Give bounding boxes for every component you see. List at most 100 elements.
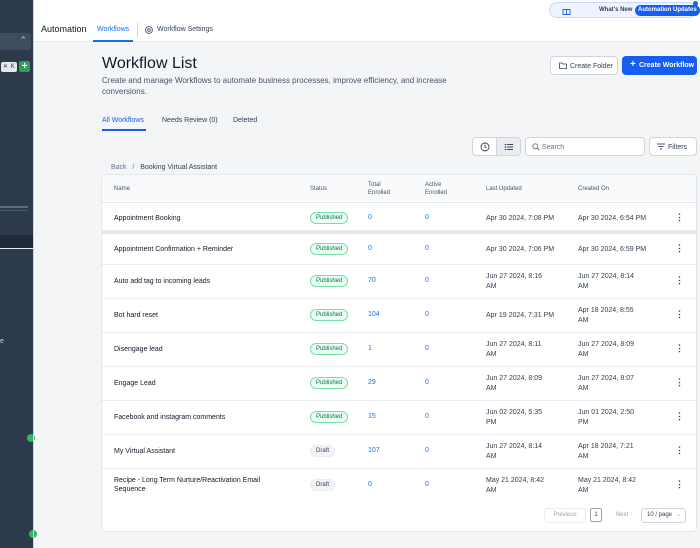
workflow-name[interactable]: Auto add tag to incoming leads [114,278,211,285]
total-enrolled[interactable]: 0 [368,245,372,252]
whats-new-banner[interactable]: What's New Automation Updates [549,1,700,18]
clock-icon [480,142,490,152]
table-row[interactable]: Disengage lead Published 1 0 Jun 27 2024… [102,333,696,367]
column-header-name[interactable]: Name [114,186,131,192]
page-title: Workflow List [102,55,197,72]
previous-page-button[interactable]: Previous [544,508,586,523]
total-enrolled[interactable]: 107 [368,447,380,454]
table-row[interactable]: Bot hard reset Published 104 0 Apr 19 20… [102,299,696,333]
breadcrumb-back[interactable]: Back [111,164,127,171]
active-enrolled[interactable]: 0 [425,277,429,284]
list-icon [504,143,513,151]
last-updated: May 21 2024, 8:42 AM [486,477,544,494]
breadcrumb-separator: / [132,164,135,171]
more-options-icon[interactable]: ⋮ [675,343,684,353]
sidebar-border [33,0,34,548]
total-enrolled[interactable]: 29 [368,379,376,386]
table-row[interactable]: Auto add tag to incoming leads Published… [102,265,696,299]
active-enrolled[interactable]: 0 [425,447,429,454]
tab-deleted[interactable]: Deleted [233,117,258,124]
created-on: Jun 27 2024, 8:14 AM [578,273,635,290]
table-row[interactable]: Recipe - Long Term Nurture/Reactivation … [102,469,696,503]
more-options-icon[interactable]: ⋮ [675,411,684,421]
total-enrolled[interactable]: 15 [368,413,376,420]
workflow-name[interactable]: Appointment Booking [114,215,181,222]
table-row[interactable]: Appointment Booking Published 0 0 Apr 30… [102,204,696,231]
column-header-status[interactable]: Status [310,186,328,192]
workflow-name[interactable]: Disengage lead [114,346,163,353]
row-divider [102,231,696,234]
search-input[interactable] [542,141,642,153]
total-enrolled[interactable]: 104 [368,311,380,318]
active-enrolled[interactable]: 0 [425,245,429,252]
more-options-icon[interactable]: ⋮ [675,309,684,319]
quick-add-button[interactable]: + [19,61,30,72]
more-options-icon[interactable]: ⋮ [675,479,684,489]
tab-needs-review[interactable]: Needs Review (0) [162,117,218,124]
total-enrolled[interactable]: 0 [368,481,372,488]
create-folder-button[interactable]: Create Folder [550,56,618,75]
location-switcher[interactable]: ⌃ [0,33,31,50]
more-options-icon[interactable]: ⋮ [675,377,684,387]
table-row[interactable]: Facebook and instagram comments Publishe… [102,401,696,435]
workflow-name[interactable]: My Virtual Assistant [114,448,175,455]
page-number-button[interactable]: 1 [590,508,602,522]
column-header-active-enrolled[interactable]: Active Enrolled [425,182,448,196]
total-enrolled[interactable]: 70 [368,277,376,284]
gear-icon[interactable] [144,25,154,35]
status-badge: Published [310,343,349,355]
top-bar: Automation Workflows Workflow Settings [34,0,700,42]
tab-all-workflows[interactable]: All Workflows [102,117,144,124]
column-header-last-updated[interactable]: Last Updated [486,186,522,192]
list-view-button[interactable] [497,138,520,155]
search-box [525,137,645,156]
status-badge: Published [310,212,349,224]
last-updated: Jun 27 2024, 8:09 AM [486,375,543,392]
last-updated: Apr 30 2024, 7:06 PM [486,246,555,253]
sidebar-divider [0,206,28,208]
app-title: Automation [41,24,87,34]
table-row[interactable]: Appointment Confirmation + Reminder Publ… [102,234,696,265]
active-enrolled[interactable]: 0 [425,413,429,420]
created-on: Apr 30 2024, 6:59 PM [578,246,647,253]
column-header-total-enrolled[interactable]: Total Enrolled [368,182,391,196]
history-view-button[interactable] [473,138,497,155]
workflow-name[interactable]: Appointment Confirmation + Reminder [114,246,234,253]
active-enrolled[interactable]: 0 [425,379,429,386]
table-row[interactable]: My Virtual Assistant Draft 107 0 Jun 27 … [102,435,696,469]
table-row[interactable]: Engage Lead Published 29 0 Jun 27 2024, … [102,367,696,401]
more-options-icon[interactable]: ⋮ [675,243,684,253]
command-k-shortcut[interactable]: ⌘ K [1,62,17,72]
created-on: May 21 2024, 8:42 AM [578,477,636,494]
workflow-name[interactable]: Engage Lead [114,380,156,387]
more-options-icon[interactable]: ⋮ [675,445,684,455]
workflow-name[interactable]: Facebook and instagram comments [114,414,226,421]
whats-new-label[interactable]: What's New [599,7,633,13]
create-workflow-button[interactable]: + Create Workflow [622,56,697,75]
column-header-created-on[interactable]: Created On [578,186,610,192]
page-size-select[interactable]: 10 / page ⌄ [641,508,686,523]
last-updated: Jun 27 2024, 8:11 AM [486,341,542,358]
active-enrolled[interactable]: 0 [425,481,429,488]
filters-button[interactable]: Filters [649,137,697,156]
more-options-icon[interactable]: ⋮ [675,275,684,285]
workflow-name[interactable]: Bot hard reset [114,312,158,319]
workflow-name[interactable]: Recipe - Long Term Nurture/Reactivation … [114,477,261,493]
total-enrolled[interactable]: 1 [368,345,372,352]
gift-icon [562,9,571,15]
tab-workflow-settings[interactable]: Workflow Settings [157,26,213,33]
total-enrolled[interactable]: 0 [368,214,372,221]
automation-updates-badge[interactable]: Automation Updates [635,5,700,16]
sidebar-item-active[interactable] [0,235,33,249]
active-enrolled[interactable]: 0 [425,311,429,318]
more-options-icon[interactable]: ⋮ [675,212,684,222]
tab-workflows[interactable]: Workflows [97,26,130,33]
plus-icon: + [630,59,636,70]
create-folder-label: Create Folder [570,63,613,70]
active-enrolled[interactable]: 0 [425,214,429,221]
active-enrolled[interactable]: 0 [425,345,429,352]
table-header: Name Status Total Enrolled Active Enroll… [102,175,696,203]
next-page-button[interactable]: Next [615,512,629,518]
sidebar-collapse-handle[interactable] [27,434,35,442]
tab-workflows-underline [93,40,133,42]
